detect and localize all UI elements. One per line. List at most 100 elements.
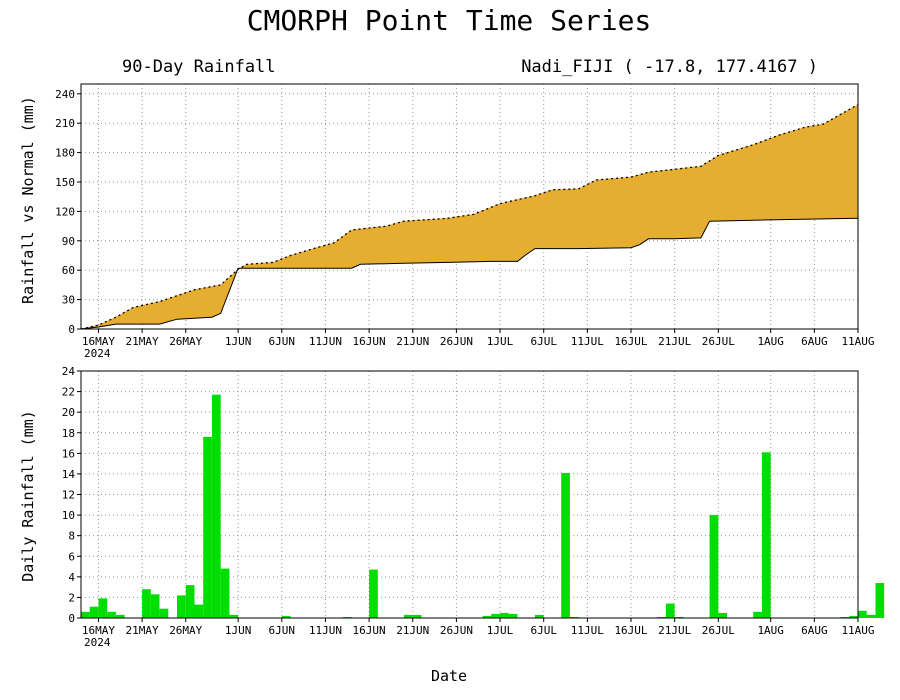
x-tick-label: 26MAY bbox=[169, 624, 202, 637]
y-tick-label: 14 bbox=[62, 468, 76, 481]
normal-series-line bbox=[80, 217, 859, 330]
x-tick-label: 1JUL bbox=[487, 624, 514, 637]
x-tick-label: 11JUL bbox=[571, 335, 604, 348]
y-tick-label: 2 bbox=[68, 591, 75, 604]
surplus-area bbox=[403, 218, 448, 264]
x-tick-label: 6JUN bbox=[269, 335, 296, 348]
y-tick-label: 16 bbox=[62, 447, 75, 460]
y-tick-label: 18 bbox=[62, 427, 75, 440]
bottom-y-axis-label: Daily Rainfall (mm) bbox=[19, 410, 37, 582]
year-label: 2024 bbox=[84, 347, 111, 360]
daily-rainfall-bar bbox=[491, 613, 500, 618]
observed-series-line bbox=[80, 104, 859, 330]
daily-rainfall-bar bbox=[229, 614, 239, 618]
daily-rainfall-bar bbox=[753, 611, 762, 618]
daily-rainfall-bar bbox=[185, 585, 195, 618]
surplus-area bbox=[255, 262, 274, 269]
chart-title: CMORPH Point Time Series bbox=[247, 4, 652, 37]
x-tick-label: 16JUL bbox=[614, 624, 647, 637]
surplus-area bbox=[752, 134, 780, 221]
x-tick-label: 11JUN bbox=[309, 335, 342, 348]
x-tick-label: 1AUG bbox=[757, 335, 784, 348]
y-tick-label: 150 bbox=[55, 176, 75, 189]
x-tick-label: 1JUL bbox=[487, 335, 514, 348]
daily-rainfall-bar bbox=[858, 610, 867, 618]
daily-rainfall-bar bbox=[81, 611, 90, 618]
y-tick-label: 90 bbox=[62, 235, 75, 248]
surplus-area bbox=[194, 286, 213, 319]
daily-rainfall-bar bbox=[220, 568, 230, 618]
surplus-area bbox=[674, 166, 702, 240]
daily-rainfall-bar bbox=[107, 611, 116, 618]
daily-rainfall-bar bbox=[482, 615, 492, 618]
x-tick-label: 21JUL bbox=[658, 335, 691, 348]
x-tick-label: 11AUG bbox=[841, 335, 874, 348]
surplus-area bbox=[525, 195, 536, 255]
daily-rainfall-bar bbox=[561, 472, 570, 618]
daily-rainfall-bar bbox=[508, 613, 518, 618]
y-tick-label: 10 bbox=[62, 509, 75, 522]
x-tick-label: 26JUL bbox=[702, 624, 735, 637]
daily-rainfall-bar bbox=[762, 452, 771, 618]
surplus-area bbox=[211, 284, 221, 318]
surplus-area bbox=[639, 171, 649, 246]
x-tick-label: 21JUN bbox=[396, 624, 429, 637]
daily-rainfall-bar bbox=[115, 614, 125, 618]
y-tick-label: 6 bbox=[68, 550, 75, 563]
x-tick-label: 21MAY bbox=[126, 335, 159, 348]
surplus-area bbox=[718, 144, 754, 222]
daily-rainfall-bar bbox=[404, 614, 413, 618]
daily-rainfall-bar bbox=[709, 515, 719, 618]
y-tick-label: 12 bbox=[62, 489, 75, 502]
daily-rainfall-bar bbox=[500, 612, 509, 618]
daily-rainfall-bar bbox=[212, 394, 221, 618]
y-tick-label: 24 bbox=[62, 365, 76, 378]
surplus-area bbox=[272, 255, 291, 269]
y-tick-label: 60 bbox=[62, 264, 75, 277]
x-axis-label: Date bbox=[431, 667, 467, 685]
x-tick-label: 6JUL bbox=[530, 335, 557, 348]
x-tick-label: 6JUL bbox=[530, 624, 557, 637]
surplus-area bbox=[578, 179, 597, 249]
surplus-area bbox=[805, 123, 824, 220]
surplus-area bbox=[709, 155, 719, 222]
y-tick-label: 120 bbox=[55, 205, 75, 218]
daily-rainfall-bar bbox=[281, 615, 291, 618]
x-tick-label: 1JUN bbox=[225, 624, 252, 637]
daily-rainfall-bar bbox=[412, 614, 422, 618]
surplus-area bbox=[360, 225, 387, 265]
x-tick-label: 16JUN bbox=[353, 624, 386, 637]
y-tick-label: 240 bbox=[55, 88, 75, 101]
surplus-area bbox=[473, 206, 492, 263]
cumulative-rainfall-panel: 0 30 60 90 120 150 180 210 240 16MAY 21MAY 26MAY 1JU… bbox=[55, 83, 875, 360]
x-tick-label: 21JUL bbox=[658, 624, 691, 637]
surplus-area bbox=[779, 126, 806, 220]
y-tick-label: 8 bbox=[68, 530, 75, 543]
daily-rainfall-bar bbox=[159, 608, 169, 618]
surplus-area bbox=[386, 220, 405, 264]
y-tick-label: 0 bbox=[68, 612, 75, 625]
surplus-area bbox=[517, 197, 527, 262]
x-tick-label: 26JUN bbox=[440, 624, 473, 637]
x-tick-label: 26JUN bbox=[440, 335, 473, 348]
x-tick-label: 1JUN bbox=[225, 335, 252, 348]
daily-rainfall-bar bbox=[718, 612, 727, 618]
x-tick-label: 26MAY bbox=[169, 335, 202, 348]
surplus-area bbox=[351, 228, 361, 269]
y-tick-label: 30 bbox=[62, 294, 75, 307]
x-tick-label: 21JUN bbox=[396, 335, 429, 348]
daily-rainfall-bar bbox=[849, 615, 858, 618]
y-tick-label: 20 bbox=[62, 406, 75, 419]
surplus-area bbox=[534, 189, 553, 249]
daily-rainfall-bar bbox=[98, 598, 108, 618]
x-tick-label: 16JUL bbox=[614, 335, 647, 348]
surplus-area bbox=[499, 199, 518, 262]
x-tick-label: 6AUG bbox=[801, 624, 828, 637]
y-tick-label: 4 bbox=[68, 571, 75, 584]
surplus-area bbox=[491, 203, 501, 262]
surplus-area bbox=[595, 176, 632, 249]
surplus-area bbox=[290, 247, 317, 269]
x-tick-label: 1AUG bbox=[757, 624, 784, 637]
